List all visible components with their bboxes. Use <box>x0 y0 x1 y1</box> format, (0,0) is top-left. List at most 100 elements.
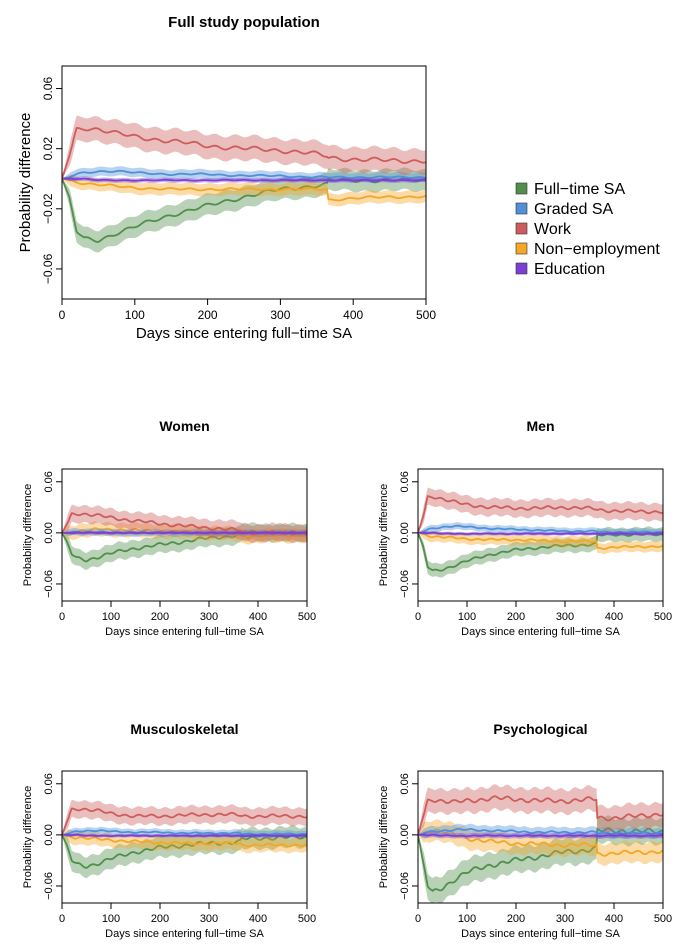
legend-label: Education <box>534 261 605 278</box>
legend-swatch <box>515 182 528 195</box>
y-axis-label: Probability difference <box>378 484 390 587</box>
band-non-employment <box>62 174 426 207</box>
band-full-time-sa <box>62 825 307 879</box>
x-tick-label: 400 <box>605 611 623 623</box>
series-line-education <box>418 833 663 838</box>
x-tick-label: 0 <box>59 913 65 925</box>
legend-item-non-employment: Non−employment <box>515 241 660 258</box>
legend-item-work: Work <box>515 221 572 238</box>
y-tick-label: −0.06 <box>43 570 55 598</box>
series-line-full-time-sa <box>418 827 663 892</box>
y-tick-label: 0.06 <box>41 77 55 101</box>
x-tick-label: 500 <box>416 308 436 322</box>
y-tick-label: −0.06 <box>41 253 55 284</box>
plot-area <box>418 784 663 903</box>
panel-women: Women 0 100 200 300 400 500 −0.06 0.00 0.06 Days s… <box>22 418 316 638</box>
legend-item-graded-sa: Graded SA <box>515 201 613 218</box>
series-line-education <box>62 531 307 535</box>
legend-label: Graded SA <box>534 201 613 218</box>
band-full-time-sa <box>62 167 426 253</box>
x-tick-label: 100 <box>458 913 476 925</box>
x-tick-label: 0 <box>59 611 65 623</box>
plot-area <box>418 487 663 578</box>
series-line-graded-sa <box>418 524 663 534</box>
panel-title: Psychological <box>493 721 587 737</box>
y-tick-label: 0.06 <box>399 773 411 794</box>
band-work <box>418 784 663 835</box>
panel-full-study-population: Full study population 0 100 200 300 400 500 −0.… <box>17 14 436 342</box>
legend-label: Full−time SA <box>534 181 625 198</box>
x-tick-label: 500 <box>654 611 672 623</box>
y-tick-label: 0.00 <box>43 522 55 543</box>
series-line-graded-sa <box>418 828 663 836</box>
x-tick-label: 100 <box>125 308 145 322</box>
plot-frame <box>417 468 664 602</box>
series-line-work <box>62 127 426 179</box>
y-tick-label: 0.00 <box>399 824 411 845</box>
series-line-education <box>62 833 307 837</box>
y-tick-label: −0.06 <box>43 872 55 900</box>
series-line-work <box>418 495 663 534</box>
series-line-work <box>62 512 307 536</box>
legend-label: Non−employment <box>534 241 660 258</box>
x-axis-label: Days since entering full−time SA <box>105 626 264 638</box>
band-work <box>418 487 663 533</box>
y-tick-label: 0.06 <box>43 471 55 492</box>
y-tick-label: 0.06 <box>399 471 411 492</box>
x-tick-label: 500 <box>298 611 316 623</box>
x-tick-label: 500 <box>654 913 672 925</box>
panel-title: Full study population <box>168 14 320 31</box>
band-full-time-sa <box>418 526 663 578</box>
band-full-time-sa <box>418 815 663 903</box>
x-tick-label: 400 <box>249 913 267 925</box>
y-tick-label: 0.00 <box>43 824 55 845</box>
y-axis-label: Probability difference <box>378 786 390 889</box>
y-tick-label: −0.06 <box>399 570 411 598</box>
panel-title: Women <box>159 418 209 434</box>
panel-men: Men 0 100 200 300 400 500 −0.06 0.00 0.06 Days sin… <box>378 418 672 638</box>
x-tick-label: 200 <box>507 913 525 925</box>
series-line-graded-sa <box>62 829 307 836</box>
legend-item-education: Education <box>515 261 605 278</box>
plot-frame <box>417 770 664 904</box>
series-line-graded-sa <box>62 169 426 180</box>
y-axis-label: Probability difference <box>22 484 34 587</box>
x-tick-label: 300 <box>200 913 218 925</box>
plot-frame <box>61 770 308 904</box>
y-axis-label: Probability difference <box>17 113 34 253</box>
plot-area <box>62 115 426 253</box>
x-tick-label: 400 <box>605 913 623 925</box>
x-tick-label: 200 <box>151 611 169 623</box>
panel-musculoskeletal: Musculoskeletal 0 100 200 300 400 500 −0.06 0.00… <box>22 721 316 940</box>
x-tick-label: 100 <box>102 611 120 623</box>
x-tick-label: 300 <box>556 611 574 623</box>
x-tick-label: 0 <box>415 913 421 925</box>
series-line-non-employment <box>62 834 307 848</box>
x-tick-label: 200 <box>507 611 525 623</box>
x-tick-label: 300 <box>270 308 290 322</box>
plot-area <box>62 799 307 879</box>
series-line-non-employment <box>418 828 663 857</box>
x-tick-label: 0 <box>415 611 421 623</box>
series-line-non-employment <box>62 177 426 202</box>
series-line-work <box>418 795 663 836</box>
band-work <box>62 799 307 835</box>
x-tick-label: 100 <box>102 913 120 925</box>
series-line-non-employment <box>418 532 663 550</box>
x-tick-label: 400 <box>249 611 267 623</box>
band-graded-sa <box>62 166 426 183</box>
y-tick-label: 0.00 <box>399 522 411 543</box>
y-tick-label: −0.06 <box>399 872 411 900</box>
y-tick-label: −0.02 <box>41 193 55 224</box>
plot-frame <box>61 468 308 602</box>
legend: Full−time SA Graded SA Work Non−employment E… <box>515 181 660 278</box>
x-axis-label: Days since entering full−time SA <box>136 325 352 342</box>
legend-swatch <box>515 242 528 255</box>
band-work <box>62 115 426 179</box>
x-tick-label: 300 <box>556 913 574 925</box>
plot-frame <box>61 65 427 300</box>
y-axis-label: Probability difference <box>22 786 34 889</box>
panels: Full study population 0 100 200 300 400 500 −0.… <box>17 14 672 940</box>
x-tick-label: 300 <box>200 611 218 623</box>
